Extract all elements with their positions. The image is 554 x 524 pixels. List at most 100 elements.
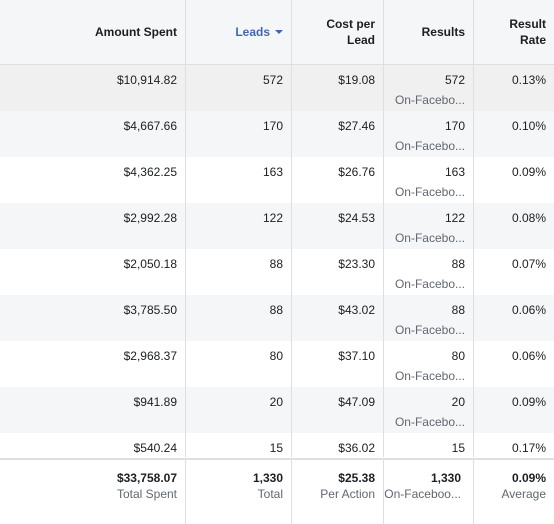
leads-cell: 80 bbox=[186, 341, 292, 387]
total-cost: $25.38 bbox=[338, 471, 375, 485]
cost-per-lead-value: $37.10 bbox=[338, 349, 375, 363]
table-row[interactable]: $2,968.37 80 $37.10 80 On-Facebo... 0.06% bbox=[0, 341, 554, 387]
results-value: 80 bbox=[451, 349, 465, 363]
table-row[interactable]: $2,992.28 122 $24.53 122 On-Facebo... 0.08% bbox=[0, 203, 554, 249]
leads-cell: 572 bbox=[186, 65, 292, 111]
result-rate-value: 0.07% bbox=[511, 257, 546, 271]
leads-cell: 88 bbox=[186, 249, 292, 295]
column-header-amount-spent[interactable]: Amount Spent bbox=[0, 0, 186, 64]
cost-per-lead-cell: $23.30 bbox=[292, 249, 384, 295]
leads-cell: 88 bbox=[186, 295, 292, 341]
total-results: 1,330 bbox=[430, 471, 461, 485]
table-row[interactable]: $3,785.50 88 $43.02 88 On-Facebo... 0.06% bbox=[0, 295, 554, 341]
result-rate-cell: 0.10% bbox=[474, 111, 554, 157]
amount-value: $3,785.50 bbox=[123, 303, 177, 317]
cost-per-lead-cell: $37.10 bbox=[292, 341, 384, 387]
results-cell: 88 On-Facebo... bbox=[384, 249, 474, 295]
leads-value: 15 bbox=[269, 441, 283, 455]
result-rate-value: 0.17% bbox=[511, 441, 546, 455]
results-type-label: On-Facebo... bbox=[394, 139, 465, 153]
table-totals-row: $33,758.07 Total Spent 1,330 Total $25.3… bbox=[0, 458, 554, 524]
result-rate-cell: 0.08% bbox=[474, 203, 554, 249]
results-type-label: On-Facebo... bbox=[394, 369, 465, 383]
amount-cell: $2,992.28 bbox=[0, 203, 186, 249]
leads-value: 163 bbox=[262, 165, 283, 179]
table-row[interactable]: $2,050.18 88 $23.30 88 On-Facebo... 0.07% bbox=[0, 249, 554, 295]
leads-value: 88 bbox=[269, 303, 283, 317]
amount-cell: $3,785.50 bbox=[0, 295, 186, 341]
cost-per-lead-value: $47.09 bbox=[338, 395, 375, 409]
result-rate-cell: 0.06% bbox=[474, 295, 554, 341]
leads-value: 170 bbox=[262, 119, 283, 133]
column-header-label: Results bbox=[421, 25, 465, 39]
cost-per-lead-value: $24.53 bbox=[338, 211, 375, 225]
total-rate-cell: 0.09% Average bbox=[474, 460, 554, 524]
table-header: Amount Spent Leads Cost per Lead Results… bbox=[0, 0, 554, 65]
column-header-cost-per-lead[interactable]: Cost per Lead bbox=[292, 0, 384, 64]
result-rate-value: 0.06% bbox=[511, 303, 546, 317]
sorted-header-wrap: Leads bbox=[235, 24, 283, 40]
results-cell: 163 On-Facebo... bbox=[384, 157, 474, 203]
result-rate-cell: 0.09% bbox=[474, 157, 554, 203]
leads-value: 20 bbox=[269, 395, 283, 409]
result-rate-value: 0.09% bbox=[511, 165, 546, 179]
result-rate-cell: 0.07% bbox=[474, 249, 554, 295]
results-cell: 122 On-Facebo... bbox=[384, 203, 474, 249]
total-amount-label: Total Spent bbox=[116, 487, 177, 501]
results-cell: 20 On-Facebo... bbox=[384, 387, 474, 433]
results-value: 170 bbox=[444, 119, 465, 133]
cost-per-lead-value: $36.02 bbox=[338, 441, 375, 455]
amount-cell: $10,914.82 bbox=[0, 65, 186, 111]
column-header-label: Leads bbox=[235, 25, 270, 39]
leads-value: 122 bbox=[262, 211, 283, 225]
table-row[interactable]: $540.24 15 $36.02 15 0.17% bbox=[0, 433, 554, 457]
cost-per-lead-cell: $26.76 bbox=[292, 157, 384, 203]
table-row[interactable]: $4,362.25 163 $26.76 163 On-Facebo... 0.09% bbox=[0, 157, 554, 203]
amount-value: $540.24 bbox=[133, 441, 177, 455]
result-rate-value: 0.08% bbox=[511, 211, 546, 225]
amount-cell: $4,667.66 bbox=[0, 111, 186, 157]
total-results-label: On-Faceboo... bbox=[384, 487, 461, 501]
amount-value: $2,050.18 bbox=[123, 257, 177, 271]
results-type-label: On-Facebo... bbox=[394, 93, 465, 107]
table-row[interactable]: $941.89 20 $47.09 20 On-Facebo... 0.09% bbox=[0, 387, 554, 433]
column-header-label: Amount Spent bbox=[95, 25, 177, 39]
results-value: 88 bbox=[451, 303, 465, 317]
column-header-leads[interactable]: Leads bbox=[186, 0, 292, 64]
result-rate-value: 0.09% bbox=[511, 395, 546, 409]
cost-per-lead-cell: $47.09 bbox=[292, 387, 384, 433]
results-value: 88 bbox=[451, 257, 465, 271]
leads-cell: 20 bbox=[186, 387, 292, 433]
amount-value: $941.89 bbox=[133, 395, 177, 409]
amount-value: $4,362.25 bbox=[123, 165, 177, 179]
cost-per-lead-cell: $19.08 bbox=[292, 65, 384, 111]
column-header-results[interactable]: Results bbox=[384, 0, 474, 64]
amount-cell: $4,362.25 bbox=[0, 157, 186, 203]
leads-cell: 15 bbox=[186, 433, 292, 457]
amount-cell: $941.89 bbox=[0, 387, 186, 433]
cost-per-lead-value: $19.08 bbox=[338, 73, 375, 87]
results-cell: 15 bbox=[384, 433, 474, 457]
results-type-label: On-Facebo... bbox=[394, 415, 465, 429]
table-body: $10,914.82 572 $19.08 572 On-Facebo... 0.13% $… bbox=[0, 65, 554, 457]
cost-per-lead-value: $43.02 bbox=[338, 303, 375, 317]
table-row[interactable]: $10,914.82 572 $19.08 572 On-Facebo... 0.13% bbox=[0, 65, 554, 111]
results-value: 122 bbox=[444, 211, 465, 225]
leads-cell: 170 bbox=[186, 111, 292, 157]
table-row[interactable]: $4,667.66 170 $27.46 170 On-Facebo... 0.10% bbox=[0, 111, 554, 157]
cost-per-lead-cell: $24.53 bbox=[292, 203, 384, 249]
results-value: 163 bbox=[444, 165, 465, 179]
total-cost-cell: $25.38 Per Action bbox=[292, 460, 384, 524]
column-header-result-rate[interactable]: Result Rate bbox=[474, 0, 554, 64]
cost-per-lead-cell: $43.02 bbox=[292, 295, 384, 341]
amount-cell: $2,968.37 bbox=[0, 341, 186, 387]
result-rate-cell: 0.09% bbox=[474, 387, 554, 433]
results-cell: 88 On-Facebo... bbox=[384, 295, 474, 341]
leads-cell: 122 bbox=[186, 203, 292, 249]
amount-value: $2,992.28 bbox=[123, 211, 177, 225]
total-results-cell: 1,330 On-Faceboo... bbox=[384, 460, 474, 524]
total-rate: 0.09% bbox=[511, 471, 546, 485]
total-cost-label: Per Action bbox=[320, 487, 375, 501]
results-cell: 572 On-Facebo... bbox=[384, 65, 474, 111]
